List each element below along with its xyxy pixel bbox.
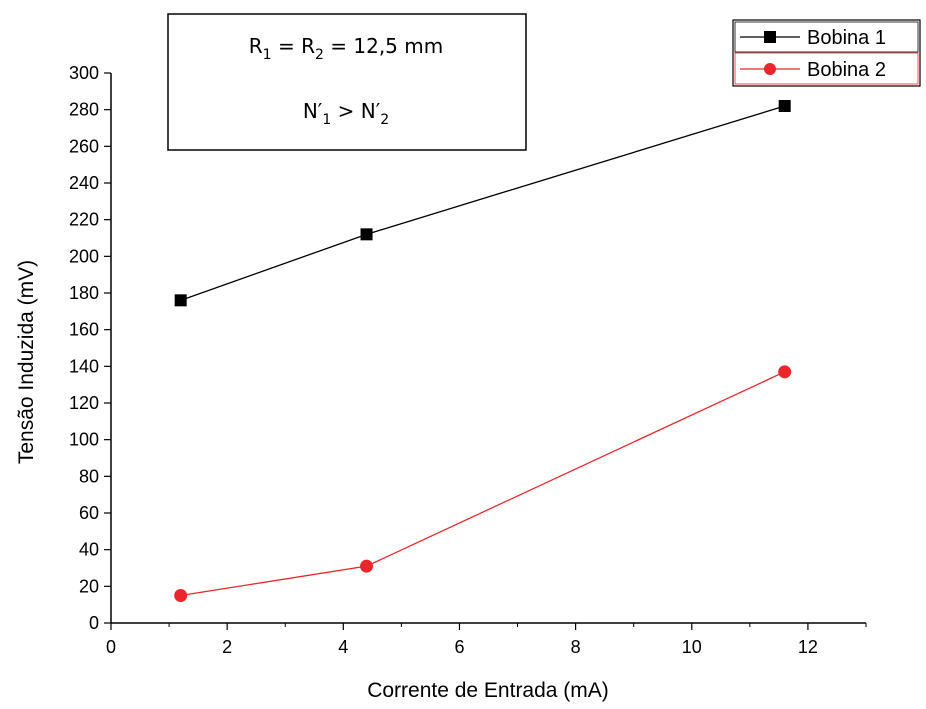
x-tick-label: 2 xyxy=(222,637,232,657)
y-tick-label: 100 xyxy=(69,430,99,450)
y-tick-label: 280 xyxy=(69,100,99,120)
y-tick-label: 160 xyxy=(69,320,99,340)
y-tick-label: 180 xyxy=(69,283,99,303)
series-bobina-1 xyxy=(174,100,791,307)
legend-marker-bobina-2 xyxy=(764,63,776,75)
y-tick-label: 20 xyxy=(79,576,99,596)
legend: Bobina 1 Bobina 2 xyxy=(732,19,921,87)
series-bobina-2 xyxy=(174,365,792,602)
data-point xyxy=(778,100,791,112)
data-point xyxy=(174,589,188,602)
y-tick-label: 260 xyxy=(69,136,99,156)
y-axis-title: Tensão Induzida (mV) xyxy=(15,260,38,464)
legend-entry-2-frame xyxy=(734,52,919,85)
x-tick-label: 12 xyxy=(798,637,818,657)
data-point xyxy=(174,294,187,307)
y-tick-label: 140 xyxy=(69,356,99,376)
y-tick-label: 60 xyxy=(79,503,99,523)
annotation-box-frame xyxy=(167,13,527,151)
axes: 0 2 4 6 8 10 120204060801001201401601802002202… xyxy=(69,63,867,657)
x-tick-label: 4 xyxy=(338,637,348,657)
data-point xyxy=(778,365,792,379)
x-axis-title: Corrente de Entrada (mA) xyxy=(367,679,609,702)
y-tick-label: 80 xyxy=(79,466,99,486)
y-tick-label: 0 xyxy=(89,613,99,633)
legend-label-bobina-2: Bobina 2 xyxy=(807,59,886,81)
annotation-line-1: R1 = R2 = 12,5 mm xyxy=(249,34,443,63)
annotation-line-2: N′1 > N′2 xyxy=(303,99,389,128)
data-point xyxy=(360,559,374,573)
y-tick-label: 200 xyxy=(69,246,99,266)
series-layer xyxy=(174,100,792,602)
x-tick-label: 0 xyxy=(106,637,116,657)
legend-entry-1-frame xyxy=(734,21,919,53)
x-tick-label: 10 xyxy=(682,637,702,657)
y-tick-label: 220 xyxy=(69,210,99,230)
y-tick-label: 40 xyxy=(79,540,99,560)
series-line xyxy=(180,371,785,597)
annotation-box: R1 = R2 = 12,5 mm N′1 > N′2 xyxy=(167,13,527,151)
legend-marker-bobina-1 xyxy=(764,31,776,43)
data-point xyxy=(360,228,373,241)
y-tick-label: 300 xyxy=(69,63,99,83)
y-tick-label: 240 xyxy=(69,173,99,193)
legend-label-bobina-1: Bobina 1 xyxy=(807,27,886,49)
y-tick-label: 120 xyxy=(69,393,99,413)
x-tick-label: 6 xyxy=(454,637,464,657)
x-tick-label: 8 xyxy=(571,637,581,657)
